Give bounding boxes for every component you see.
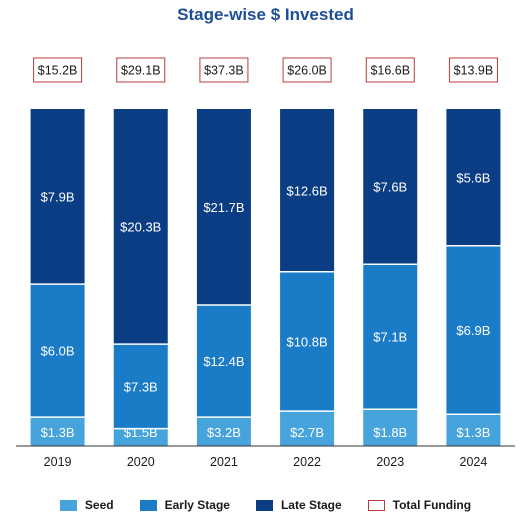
legend-item-seed: Seed <box>59 498 114 512</box>
bar-segment-early-stage-2020 <box>113 344 168 429</box>
chart-title: Stage-wise $ Invested <box>177 5 354 24</box>
legend: Seed Early Stage Late Stage Total Fundin… <box>0 498 531 512</box>
data-label: $10.8B <box>286 334 327 349</box>
bar-segment-seed-2019 <box>30 417 85 446</box>
legend-swatch-seed <box>59 499 77 511</box>
data-label: $1.3B <box>456 425 490 440</box>
data-label: $12.6B <box>286 183 327 198</box>
data-label: $20.3B <box>120 220 161 235</box>
bar-segment-seed-2023 <box>363 409 418 446</box>
bar-segment-early-stage-2023 <box>363 264 418 410</box>
data-label: $5.6B <box>456 170 490 185</box>
total-funding-label: $13.9B <box>454 64 494 78</box>
bar-segment-late-stage-2023 <box>363 109 418 265</box>
legend-label-seed: Seed <box>84 498 114 512</box>
data-label: $7.6B <box>373 180 407 195</box>
bar-segment-late-stage-2019 <box>30 109 85 285</box>
bar-segment-late-stage-2020 <box>113 109 168 345</box>
data-label: $2.7B <box>290 425 324 440</box>
data-label: $7.3B <box>124 379 158 394</box>
total-funding-box-2020 <box>116 57 166 83</box>
total-funding-box-2023 <box>365 57 415 83</box>
x-tick-label: 2021 <box>210 455 238 469</box>
bar-segment-late-stage-2022 <box>280 109 335 272</box>
total-funding-label: $29.1B <box>121 64 161 78</box>
legend-item-late-stage: Late Stage <box>255 498 342 512</box>
bar-segment-late-stage-2021 <box>196 109 251 306</box>
legend-label-early-stage: Early Stage <box>164 498 230 512</box>
x-tick-label: 2023 <box>376 455 404 469</box>
data-label: $7.1B <box>373 330 407 345</box>
bar-segment-late-stage-2024 <box>446 109 501 246</box>
x-tick-label: 2019 <box>44 455 72 469</box>
total-funding-box-2024 <box>448 57 498 83</box>
total-funding-box-2022 <box>282 57 332 83</box>
total-funding-label: $26.0B <box>287 64 327 78</box>
data-label: $6.0B <box>41 344 75 359</box>
legend-item-early-stage: Early Stage <box>139 498 230 512</box>
data-label: $12.4B <box>203 354 244 369</box>
legend-item-total-funding: Total Funding <box>367 498 472 512</box>
bar-segment-early-stage-2019 <box>30 284 85 418</box>
bar-segment-early-stage-2024 <box>446 245 501 415</box>
legend-swatch-early-stage <box>139 499 157 511</box>
data-label: $21.7B <box>203 200 244 215</box>
data-label: $1.8B <box>373 425 407 440</box>
x-tick-label: 2024 <box>460 455 488 469</box>
data-label: $3.2B <box>207 425 241 440</box>
total-funding-box-2019 <box>33 57 83 83</box>
total-funding-label: $16.6B <box>370 64 410 78</box>
legend-label-late-stage: Late Stage <box>280 498 342 512</box>
legend-swatch-late-stage <box>255 499 273 511</box>
legend-swatch-total-funding <box>367 499 385 511</box>
bar-segment-seed-2020 <box>113 428 168 446</box>
data-label: $6.9B <box>456 323 490 338</box>
bar-segment-seed-2021 <box>196 417 251 446</box>
bar-segment-early-stage-2021 <box>196 305 251 418</box>
x-tick-label: 2022 <box>293 455 321 469</box>
total-funding-label: $37.3B <box>204 64 244 78</box>
bar-segment-seed-2022 <box>280 411 335 446</box>
bar-segment-early-stage-2022 <box>280 271 335 412</box>
total-funding-label: $15.2B <box>38 64 78 78</box>
bar-segment-seed-2024 <box>446 414 501 446</box>
data-label: $7.9B <box>41 190 75 205</box>
legend-label-total-funding: Total Funding <box>392 498 472 512</box>
total-funding-box-2021 <box>199 57 249 83</box>
x-tick-label: 2020 <box>127 455 155 469</box>
data-label: $1.3B <box>41 425 75 440</box>
